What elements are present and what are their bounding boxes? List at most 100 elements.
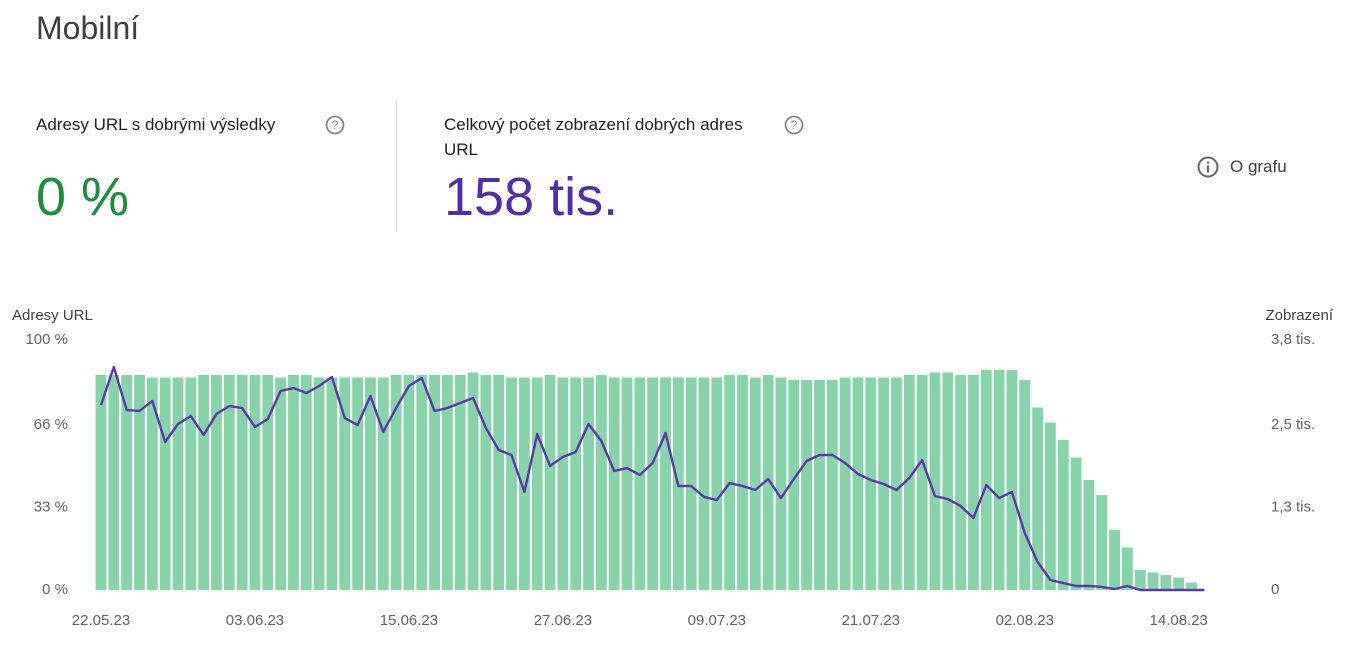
bar xyxy=(1006,370,1018,590)
bar xyxy=(621,377,633,590)
bar xyxy=(198,375,210,590)
bar xyxy=(262,375,274,590)
bar xyxy=(493,375,505,590)
y2-tick-label: 1,3 tis. xyxy=(1271,498,1315,515)
bar xyxy=(352,377,363,590)
bar xyxy=(429,375,440,590)
x-tick-label: 22.05.23 xyxy=(72,612,130,629)
y-tick-label: 66 % xyxy=(34,416,68,433)
bar xyxy=(647,377,659,590)
info-icon xyxy=(1197,156,1219,178)
bar xyxy=(1096,495,1108,590)
bar xyxy=(531,377,543,590)
bar xyxy=(711,377,723,590)
y-tick-label: 0 % xyxy=(42,581,68,598)
bar xyxy=(749,377,761,590)
bar xyxy=(608,377,620,590)
bar xyxy=(583,377,594,590)
bar xyxy=(249,375,261,590)
bar xyxy=(1122,547,1133,590)
bar xyxy=(365,377,376,590)
help-icon[interactable]: ? xyxy=(783,114,805,136)
bar xyxy=(929,372,941,590)
bar xyxy=(544,375,556,590)
bar xyxy=(185,377,197,590)
bar xyxy=(1147,572,1159,590)
bar xyxy=(95,375,107,590)
bar xyxy=(980,370,992,590)
bar xyxy=(1134,570,1146,590)
bar xyxy=(403,375,415,590)
metric-value: 0 % xyxy=(36,167,130,227)
bar xyxy=(903,375,915,590)
bar xyxy=(1173,577,1185,590)
bar xyxy=(416,375,428,590)
bar xyxy=(480,375,492,590)
bar xyxy=(955,375,967,590)
page-title: Mobilní xyxy=(36,10,140,46)
bar xyxy=(467,372,479,590)
bar xyxy=(172,377,184,590)
bar xyxy=(993,370,1005,590)
bar xyxy=(1032,407,1043,590)
y2-axis-title: Zobrazení xyxy=(1265,307,1333,324)
bar xyxy=(134,375,145,590)
bar xyxy=(595,375,607,590)
bar xyxy=(1057,440,1069,590)
bar xyxy=(852,377,864,590)
metric-label: Celkový počet zobrazení dobrých adres UR… xyxy=(444,115,743,159)
bar xyxy=(236,375,248,590)
bar xyxy=(685,377,697,590)
bar xyxy=(223,375,235,590)
bar xyxy=(814,380,825,590)
bar xyxy=(557,377,569,590)
bar xyxy=(1186,582,1197,590)
bar xyxy=(788,380,800,590)
bar xyxy=(506,377,517,590)
y2-tick-label: 2,5 tis. xyxy=(1271,416,1315,433)
bar xyxy=(826,380,838,590)
bar xyxy=(775,377,787,590)
bar xyxy=(121,375,133,590)
bar xyxy=(300,375,312,590)
bar xyxy=(442,375,453,590)
bar xyxy=(660,377,671,590)
metric-value: 158 tis. xyxy=(444,167,619,227)
bar xyxy=(326,377,338,590)
bar xyxy=(275,377,287,590)
bar xyxy=(159,377,171,590)
bar xyxy=(942,372,954,590)
bar xyxy=(146,377,158,590)
y-axis-title: Adresy URL xyxy=(12,307,93,324)
about-button[interactable]: O grafu xyxy=(1196,155,1287,179)
bar xyxy=(968,375,979,590)
line xyxy=(99,365,1205,592)
bar xyxy=(108,375,120,590)
y2-tick-label: 3,8 tis. xyxy=(1271,331,1315,348)
bar xyxy=(1083,480,1095,590)
x-tick-label: 03.06.23 xyxy=(226,612,284,629)
bar xyxy=(339,377,351,590)
bar xyxy=(377,377,389,590)
bar xyxy=(865,377,877,590)
bar xyxy=(1045,422,1056,590)
bar xyxy=(737,375,748,590)
bar xyxy=(1070,457,1082,590)
metric-label: Adresy URL s dobrými výsledky xyxy=(36,115,276,134)
x-tick-label: 15.06.23 xyxy=(380,612,438,629)
help-icon[interactable]: ? xyxy=(324,114,346,136)
bar xyxy=(454,375,466,590)
bar xyxy=(570,377,582,590)
x-tick-label: 09.07.23 xyxy=(688,612,746,629)
svg-text:?: ? xyxy=(332,118,339,132)
bar xyxy=(762,375,774,590)
bar xyxy=(839,377,851,590)
svg-text:?: ? xyxy=(791,118,798,132)
x-tick-label: 02.08.23 xyxy=(996,612,1054,629)
x-tick-label: 21.07.23 xyxy=(842,612,900,629)
y2-tick-label: 0 xyxy=(1271,581,1279,598)
bar xyxy=(1109,530,1120,590)
bar xyxy=(634,377,646,590)
bar xyxy=(390,375,402,590)
